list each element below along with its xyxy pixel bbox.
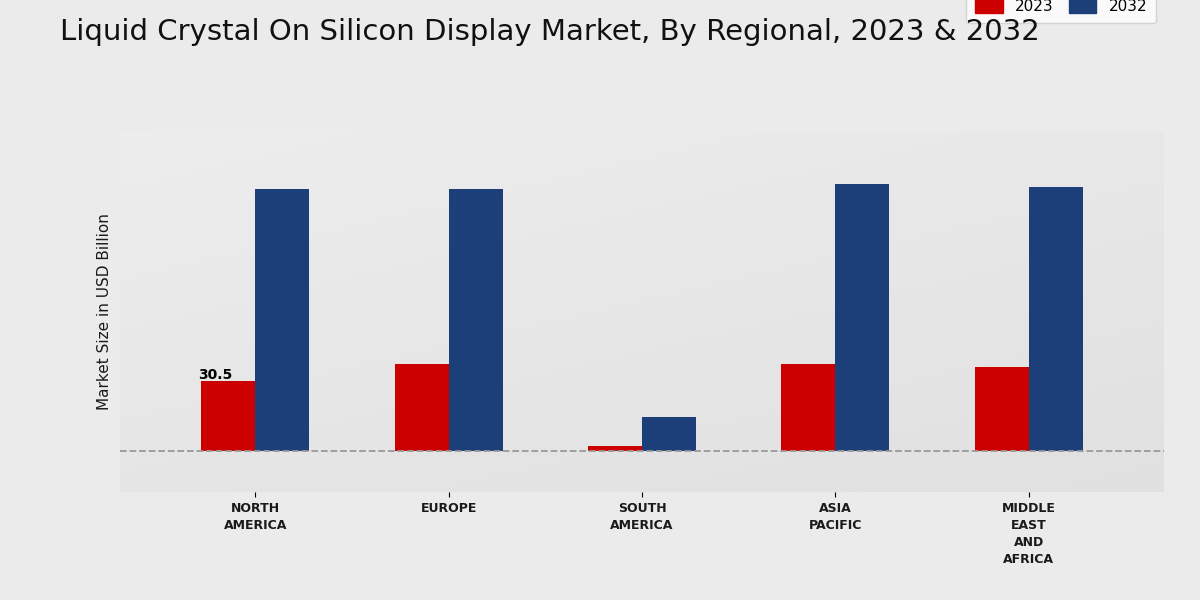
Bar [449,189,503,451]
Bar [395,364,449,451]
Bar [974,367,1028,451]
Bar [256,189,310,451]
Text: Liquid Crystal On Silicon Display Market, By Regional, 2023 & 2032: Liquid Crystal On Silicon Display Market… [60,18,1039,46]
Bar [202,382,256,451]
Bar [1028,187,1082,451]
Text: 30.5: 30.5 [198,368,232,382]
Bar [781,364,835,451]
Y-axis label: Market Size in USD Billion: Market Size in USD Billion [97,214,112,410]
Bar [642,417,696,451]
Bar [588,446,642,451]
Bar [835,184,889,451]
Legend: 2023, 2032: 2023, 2032 [966,0,1157,23]
